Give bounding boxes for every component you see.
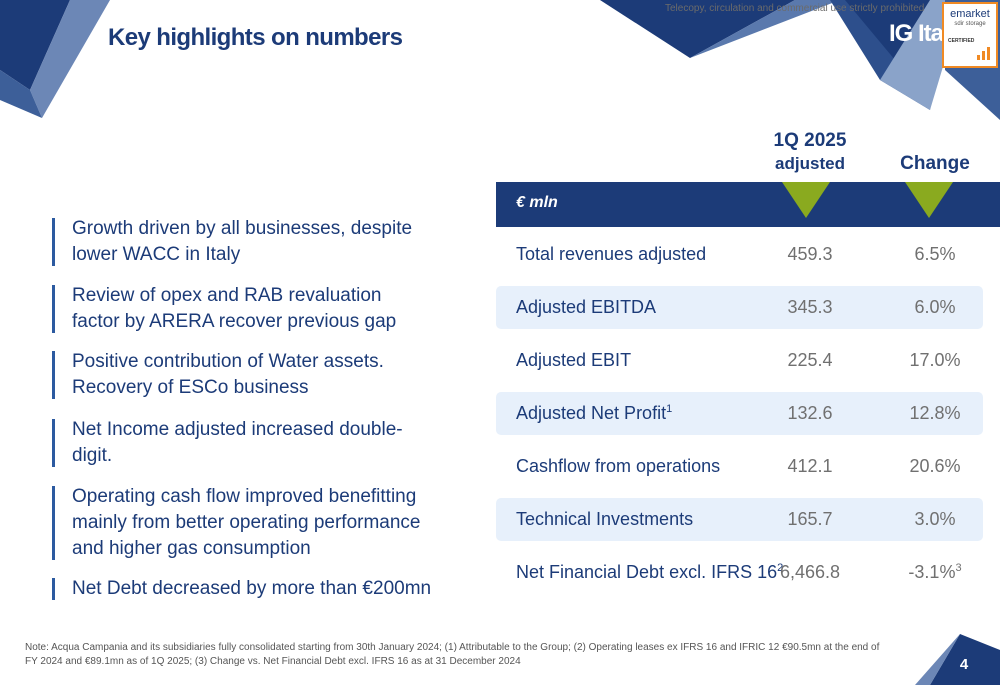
table-row: Net Financial Debt excl. IFRS 162 6,466.… [496,551,983,594]
page-number: 4 [959,656,969,673]
row-label: Net Financial Debt excl. IFRS 162 [516,562,784,582]
highlight-text: Operating cash flow improved benefitting… [72,486,421,559]
highlight-text: Net Debt decreased by more than €200mn [72,578,432,599]
highlight-text: Net Income adjusted increased double-dig… [72,419,403,466]
row-change: 6.5% [914,244,956,264]
table-row: Adjusted Net Profit1 132.6 12.8% [496,392,983,435]
row-value: 225.4 [787,350,833,370]
badge-subtitle: sdir storage [954,21,986,27]
confidential-notice: Telecopy, circulation and commercial use… [665,3,925,14]
highlight-item: Positive contribution of Water assets. R… [52,349,432,401]
row-value: 412.1 [787,456,833,476]
bullet-bar [52,419,55,467]
badge-certified-label: CERTIFIED [948,38,975,44]
row-value: 345.3 [787,297,833,317]
row-label: Adjusted Net Profit1 [516,403,673,423]
row-value: 132.6 [787,403,833,423]
table-row: Adjusted EBIT 225.4 17.0% [496,339,983,382]
emarket-certified-badge: emarket sdir storage CERTIFIED [942,2,998,68]
period-label: 1Q 2025 [773,130,847,151]
page-title: Key highlights on numbers [108,24,403,51]
row-value: 165.7 [787,509,833,529]
row-value: 459.3 [787,244,833,264]
row-change: 3.0% [914,509,956,529]
row-change: 6.0% [914,297,956,317]
table-header-bar: € mln [496,182,1000,227]
bullet-bar [52,351,55,399]
table-row: Technical Investments 165.7 3.0% [496,498,983,541]
highlight-item: Net Debt decreased by more than €200mn [52,576,432,602]
highlight-item: Growth driven by all businesses, despite… [52,216,432,268]
period-column-header: 1Q 2025 adjusted [760,130,860,176]
highlight-item: Review of opex and RAB revaluation facto… [52,283,432,335]
row-label: Total revenues adjusted [516,244,707,264]
highlight-item: Operating cash flow improved benefitting… [52,484,432,562]
bullet-bar [52,285,55,333]
bars-icon [977,47,990,60]
period-sublabel: adjusted [775,154,845,173]
row-change: 20.6% [909,456,961,476]
highlight-item: Net Income adjusted increased double-dig… [52,417,432,469]
row-label: Adjusted EBIT [516,350,632,370]
unit-label: € mln [516,194,558,211]
highlight-text: Growth driven by all businesses, despite… [72,218,413,265]
table-row: Total revenues adjusted 459.3 6.5% [496,233,983,276]
bullet-bar [52,578,55,600]
highlight-text: Review of opex and RAB revaluation facto… [72,285,397,332]
row-change: -3.1%3 [908,562,962,582]
row-label: Adjusted EBITDA [516,297,657,317]
period-arrow-icon [782,182,830,218]
change-column-header: Change [900,153,970,174]
company-logo: IG Ita [889,20,944,47]
row-label: Technical Investments [516,509,694,529]
bullet-bar [52,486,55,560]
row-change: 17.0% [909,350,961,370]
change-arrow-icon [905,182,953,218]
highlight-text: Positive contribution of Water assets. R… [72,351,384,398]
row-change: 12.8% [909,403,961,423]
row-value: 6,466.8 [779,562,841,582]
badge-brand: emarket [950,8,990,20]
footnote: Note: Acqua Campania and its subsidiarie… [25,642,880,667]
table-row: Adjusted EBITDA 345.3 6.0% [496,286,983,329]
table-row: Cashflow from operations 412.1 20.6% [496,445,983,488]
row-label: Cashflow from operations [516,456,721,476]
bullet-bar [52,218,55,266]
